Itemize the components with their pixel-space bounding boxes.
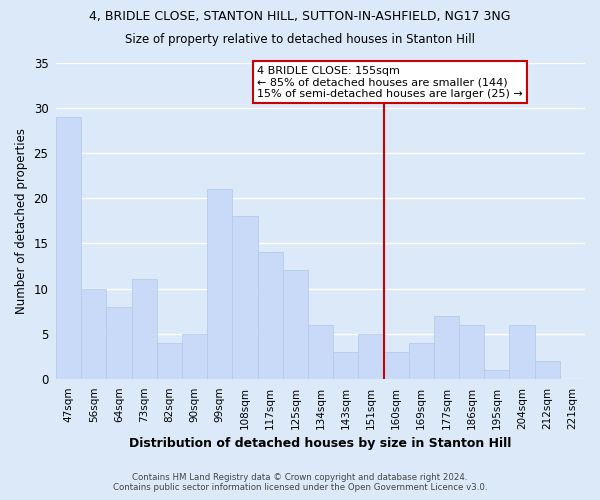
Bar [535,361,560,379]
Bar [257,252,283,379]
Bar [333,352,358,379]
Bar [459,324,484,379]
Bar [383,352,409,379]
Bar [358,334,383,379]
Text: 4, BRIDLE CLOSE, STANTON HILL, SUTTON-IN-ASHFIELD, NG17 3NG: 4, BRIDLE CLOSE, STANTON HILL, SUTTON-IN… [89,10,511,23]
Bar [56,116,81,379]
X-axis label: Distribution of detached houses by size in Stanton Hill: Distribution of detached houses by size … [130,437,512,450]
Bar [157,342,182,379]
Bar [207,189,232,379]
Bar [409,342,434,379]
Bar [182,334,207,379]
Bar [308,324,333,379]
Text: 4 BRIDLE CLOSE: 155sqm
← 85% of detached houses are smaller (144)
15% of semi-de: 4 BRIDLE CLOSE: 155sqm ← 85% of detached… [257,66,523,99]
Bar [81,288,106,379]
Bar [106,306,131,379]
Bar [232,216,257,379]
Text: Contains HM Land Registry data © Crown copyright and database right 2024.
Contai: Contains HM Land Registry data © Crown c… [113,473,487,492]
Bar [484,370,509,379]
Bar [131,280,157,379]
Bar [434,316,459,379]
Text: Size of property relative to detached houses in Stanton Hill: Size of property relative to detached ho… [125,32,475,46]
Bar [509,324,535,379]
Bar [283,270,308,379]
Y-axis label: Number of detached properties: Number of detached properties [15,128,28,314]
